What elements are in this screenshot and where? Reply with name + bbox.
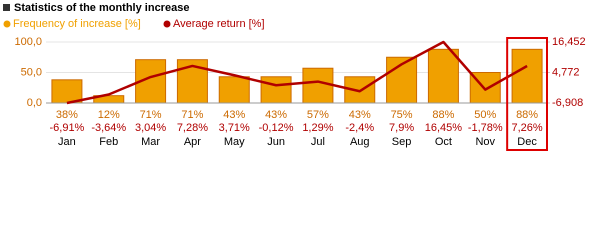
- legend-marker: [3, 20, 11, 28]
- freq-label: 50%: [474, 109, 496, 121]
- bar: [511, 48, 543, 104]
- legend-label: Average return [%]: [173, 18, 265, 30]
- freq-label: 57%: [307, 109, 329, 121]
- return-label: 7,28%: [177, 122, 208, 134]
- return-label: 3,04%: [135, 122, 166, 134]
- bar: [302, 67, 334, 104]
- return-label: 3,71%: [219, 122, 250, 134]
- freq-label: 43%: [265, 109, 287, 121]
- return-label: 1,29%: [302, 122, 333, 134]
- title-bullet: [3, 4, 10, 11]
- return-label: 16,45%: [425, 122, 463, 134]
- legend-marker: [163, 20, 171, 28]
- x-tick-label: Aug: [350, 136, 370, 148]
- y2-tick-label: 16,452: [552, 36, 586, 48]
- chart-title: Statistics of the monthly increase: [14, 2, 189, 14]
- freq-label: 88%: [432, 109, 454, 121]
- y2-tick-label: -6,908: [552, 97, 583, 109]
- highlight-box: [506, 37, 548, 151]
- return-label: 7,26%: [511, 122, 542, 134]
- freq-label: 71%: [140, 109, 162, 121]
- x-tick-label: Jan: [58, 136, 76, 148]
- y-tick-label: 0,0: [27, 97, 42, 109]
- freq-label: 43%: [349, 109, 371, 121]
- return-label: -6,91%: [49, 122, 84, 134]
- freq-label: 88%: [516, 109, 538, 121]
- x-tick-label: Jun: [267, 136, 285, 148]
- freq-label: 38%: [56, 109, 78, 121]
- return-line: [66, 40, 528, 105]
- return-label: -1,78%: [468, 122, 503, 134]
- freq-label: 71%: [181, 109, 203, 121]
- bar: [260, 76, 292, 104]
- x-tick-label: Feb: [99, 136, 118, 148]
- x-tick-label: Nov: [475, 136, 495, 148]
- freq-label: 43%: [223, 109, 245, 121]
- bar: [218, 76, 250, 104]
- bar: [135, 59, 167, 104]
- bar: [51, 79, 83, 104]
- y-tick-label: 100,0: [14, 36, 42, 48]
- y-tick-label: 50,0: [21, 66, 42, 78]
- x-tick-label: Dec: [517, 136, 537, 148]
- return-label: -0,12%: [259, 122, 294, 134]
- y2-tick-label: 4,772: [552, 66, 580, 78]
- x-tick-label: Jul: [311, 136, 325, 148]
- freq-label: 12%: [98, 109, 120, 121]
- bar: [427, 48, 459, 104]
- x-tick-label: Apr: [184, 136, 201, 148]
- return-label: -2,4%: [345, 122, 374, 134]
- freq-label: 75%: [391, 109, 413, 121]
- x-tick-label: Sep: [392, 136, 412, 148]
- legend-label: Frequency of increase [%]: [13, 18, 141, 30]
- return-label: 7,9%: [389, 122, 414, 134]
- x-tick-label: Oct: [435, 136, 452, 148]
- chart: Statistics of the monthly increase Frequ…: [3, 2, 586, 151]
- x-tick-label: May: [224, 136, 245, 148]
- return-label: -3,64%: [91, 122, 126, 134]
- x-tick-label: Mar: [141, 136, 160, 148]
